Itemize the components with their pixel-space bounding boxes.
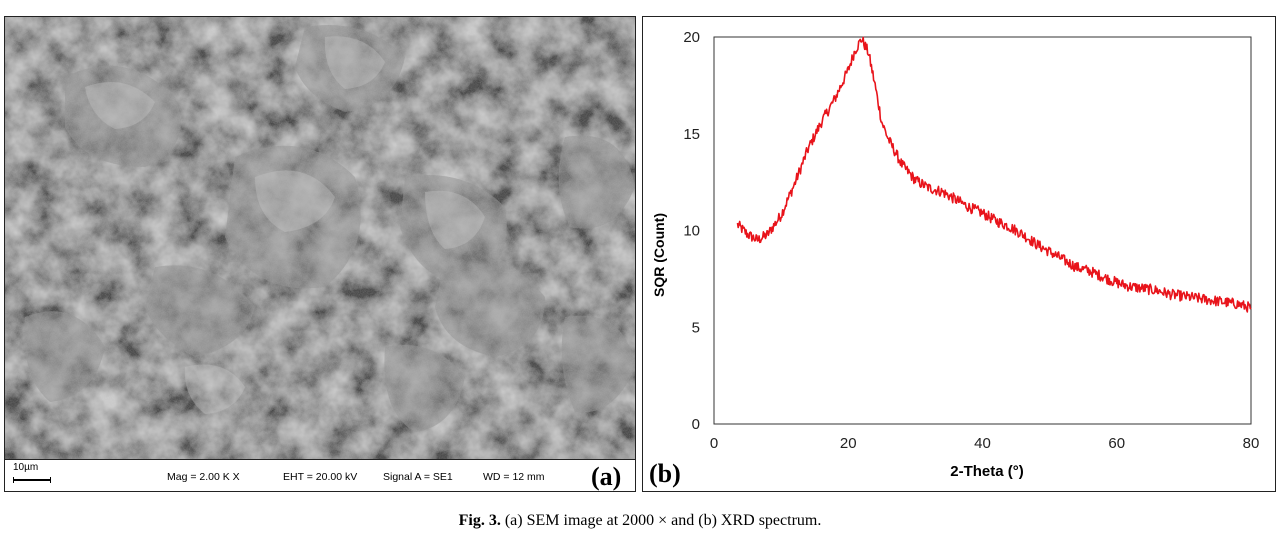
x-tick-label: 40 xyxy=(974,435,991,452)
xrd-chart: 0 20 40 60 80 0 5 10 15 20 2-Theta (°) SQR (Count… xyxy=(651,29,1260,480)
x-tick-label: 60 xyxy=(1108,435,1125,452)
plot-area-border xyxy=(713,36,1252,425)
sem-image-panel: 10µm Mag = 2.00 K X EHT = 20.00 kV Signa… xyxy=(4,16,636,492)
caption-figure-number: Fig. 3. xyxy=(458,512,501,529)
sem-micrograph xyxy=(5,17,635,459)
y-axis-title: SQR (Count) xyxy=(651,213,667,297)
figure-caption: Fig. 3. (a) SEM image at 2000 × and (b) … xyxy=(0,512,1280,530)
sem-databar: 10µm Mag = 2.00 K X EHT = 20.00 kV Signa… xyxy=(5,459,635,491)
panel-label-a: (a) xyxy=(591,462,622,491)
y-tick-label: 15 xyxy=(683,126,700,143)
x-tick-label: 0 xyxy=(710,435,718,452)
scale-bar xyxy=(13,477,51,483)
y-tick-label: 20 xyxy=(683,29,700,46)
magnification-text: Mag = 2.00 K X xyxy=(167,471,240,483)
x-tick-label: 20 xyxy=(840,435,857,452)
xrd-series-line xyxy=(736,36,1252,313)
xrd-chart-panel: 0 20 40 60 80 0 5 10 15 20 2-Theta (°) SQR (Count… xyxy=(642,16,1276,492)
y-tick-label: 10 xyxy=(683,223,700,240)
panel-label-b: (b) xyxy=(649,459,681,488)
y-tick-label: 0 xyxy=(692,416,700,433)
signal-text: Signal A = SE1 xyxy=(383,471,453,483)
eht-text: EHT = 20.00 kV xyxy=(283,471,358,483)
y-tick-label: 5 xyxy=(692,319,700,336)
x-tick-label: 80 xyxy=(1243,435,1260,452)
working-distance-text: WD = 12 mm xyxy=(483,471,545,483)
scale-bar-label: 10µm xyxy=(13,462,39,473)
x-axis-title: 2-Theta (°) xyxy=(950,463,1024,480)
caption-text: (a) SEM image at 2000 × and (b) XRD spec… xyxy=(504,512,822,529)
